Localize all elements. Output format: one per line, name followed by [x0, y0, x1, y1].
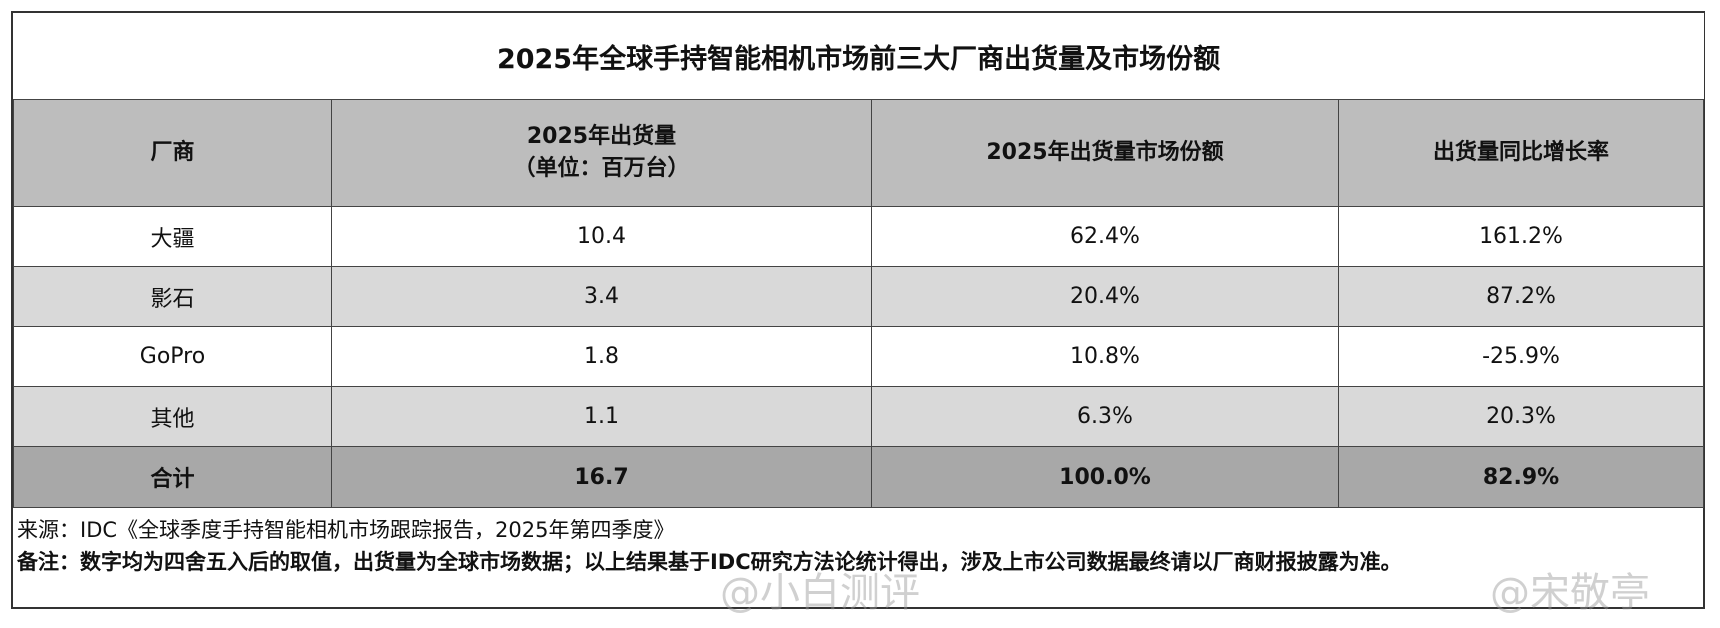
- table-cell: 82.9%: [1337, 446, 1705, 508]
- table-cell: 161.2%: [1337, 206, 1705, 267]
- header-text: 厂商: [150, 140, 195, 165]
- source-note: 来源：IDC《全球季度手持智能相机市场跟踪报告，2025年第四季度》: [17, 518, 675, 542]
- table-cell: -25.9%: [1337, 326, 1705, 387]
- table-cell: 合计: [13, 446, 332, 508]
- table-cell: 20.3%: [1337, 386, 1705, 447]
- table-cell: 大疆: [13, 206, 332, 267]
- table-cell: 1.1: [331, 386, 872, 447]
- table: 2025年全球手持智能相机市场前三大厂商出货量及市场份额 厂商 2025年出货量…: [13, 13, 1705, 508]
- table-row: 大疆 10.4 62.4% 161.2%: [13, 206, 1705, 267]
- table-cell: 3.4: [331, 266, 872, 327]
- table-row: 合计 16.7 100.0% 82.9%: [13, 446, 1705, 508]
- table-cell: 62.4%: [871, 206, 1339, 267]
- table-cell: 10.4: [331, 206, 872, 267]
- table-cell: GoPro: [13, 326, 332, 387]
- header-cell: 2025年出货量 （单位：百万台）: [331, 99, 872, 207]
- remark-note: 备注：数字均为四舍五入后的取值，出货量为全球市场数据；以上结果基于IDC研究方法…: [17, 550, 1402, 574]
- table-cell: 10.8%: [871, 326, 1339, 387]
- header-text: 出货量同比增长率: [1433, 140, 1610, 165]
- watermark: @宋敬亭: [1490, 570, 1650, 616]
- table-cell: 87.2%: [1337, 266, 1705, 327]
- table-cell: 1.8: [331, 326, 872, 387]
- header-cell: 出货量同比增长率: [1337, 99, 1705, 207]
- table-row: GoPro 1.8 10.8% -25.9%: [13, 326, 1705, 387]
- table-cell: 100.0%: [871, 446, 1339, 508]
- notes: 来源：IDC《全球季度手持智能相机市场跟踪报告，2025年第四季度》 备注：数字…: [13, 508, 1703, 578]
- table-title: 2025年全球手持智能相机市场前三大厂商出货量及市场份额: [13, 13, 1704, 100]
- table-body: 大疆 10.4 62.4% 161.2% 影石 3.4 20.4% 87.2% GoPro 1.8…: [13, 206, 1705, 508]
- table-frame: 2025年全球手持智能相机市场前三大厂商出货量及市场份额 厂商 2025年出货量…: [11, 11, 1705, 609]
- header-cell: 2025年出货量市场份额: [871, 99, 1339, 207]
- watermark: @小白测评: [720, 570, 920, 616]
- table-cell: 其他: [13, 386, 332, 447]
- table-cell: 6.3%: [871, 386, 1339, 447]
- table-row: 其他 1.1 6.3% 20.3%: [13, 386, 1705, 447]
- header-text: （单位：百万台）: [513, 156, 690, 181]
- table-cell: 20.4%: [871, 266, 1339, 327]
- header-cell: 厂商: [13, 99, 332, 207]
- header-text: 2025年出货量市场份额: [986, 140, 1224, 165]
- table-row: 影石 3.4 20.4% 87.2%: [13, 266, 1705, 327]
- table-cell: 影石: [13, 266, 332, 327]
- table-cell: 16.7: [331, 446, 872, 508]
- header-text: 2025年出货量: [526, 124, 677, 149]
